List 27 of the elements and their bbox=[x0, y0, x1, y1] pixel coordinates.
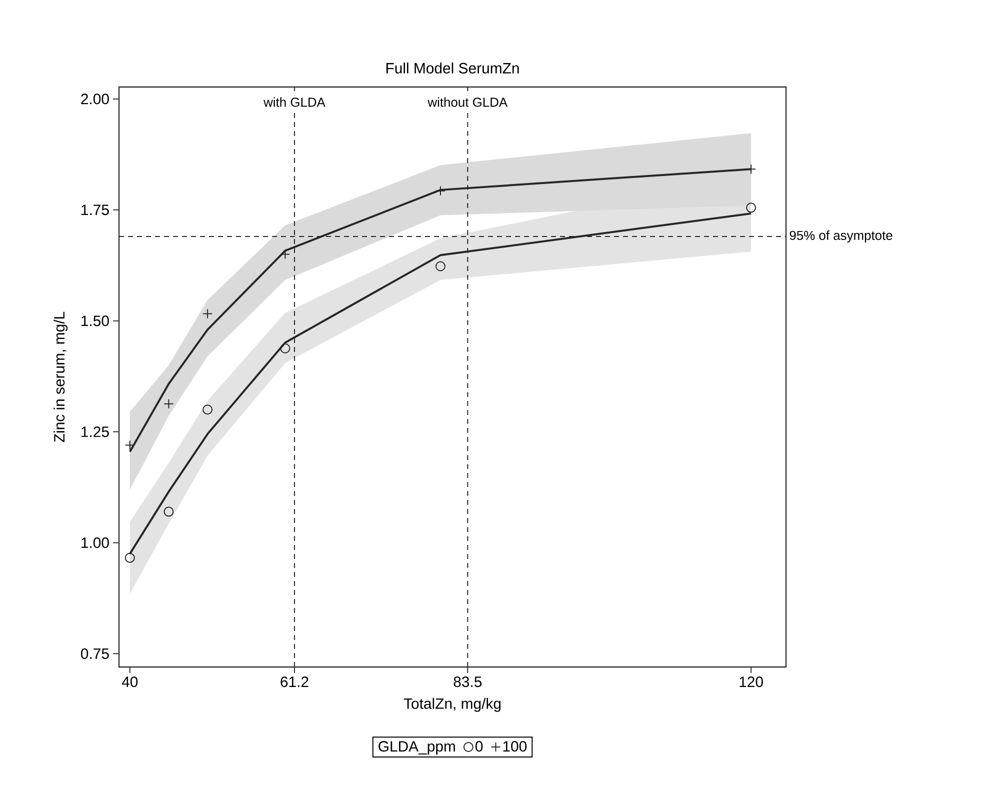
y-tick-label: 1.00 bbox=[82, 537, 109, 548]
ref-line-label: 95% of asymptote bbox=[790, 230, 892, 243]
legend-label: 0 bbox=[476, 741, 483, 752]
ref-line-label: without GLDA bbox=[428, 97, 508, 107]
ref-line-label: with GLDA bbox=[264, 97, 326, 107]
y-tick-label: 1.75 bbox=[82, 204, 109, 216]
y-tick-label: 2.00 bbox=[81, 94, 109, 104]
point bbox=[164, 506, 174, 517]
point bbox=[280, 343, 290, 354]
point bbox=[435, 261, 446, 272]
legend-title: GLDA_ppm bbox=[378, 741, 455, 755]
chart-title: Full Model SerumZn bbox=[386, 62, 519, 74]
x-tick-label: 61.2 bbox=[280, 676, 308, 688]
x-axis-title: TotalZn, mg/kg bbox=[404, 698, 501, 712]
y-tick-label: 1.25 bbox=[82, 426, 109, 438]
legend-label: 100 bbox=[503, 741, 527, 752]
point bbox=[746, 202, 756, 213]
x-tick-label: 120 bbox=[740, 676, 763, 688]
y-tick-label: 1.50 bbox=[82, 316, 109, 326]
y-axis-title: Zinc in serum, mg/L bbox=[54, 312, 68, 442]
x-tick-label: 40 bbox=[122, 676, 138, 688]
point bbox=[164, 398, 174, 409]
point bbox=[124, 552, 135, 563]
x-tick-label: 83.5 bbox=[454, 676, 482, 688]
point bbox=[202, 308, 213, 319]
y-tick-label: 0.75 bbox=[80, 648, 109, 659]
point bbox=[202, 404, 213, 415]
